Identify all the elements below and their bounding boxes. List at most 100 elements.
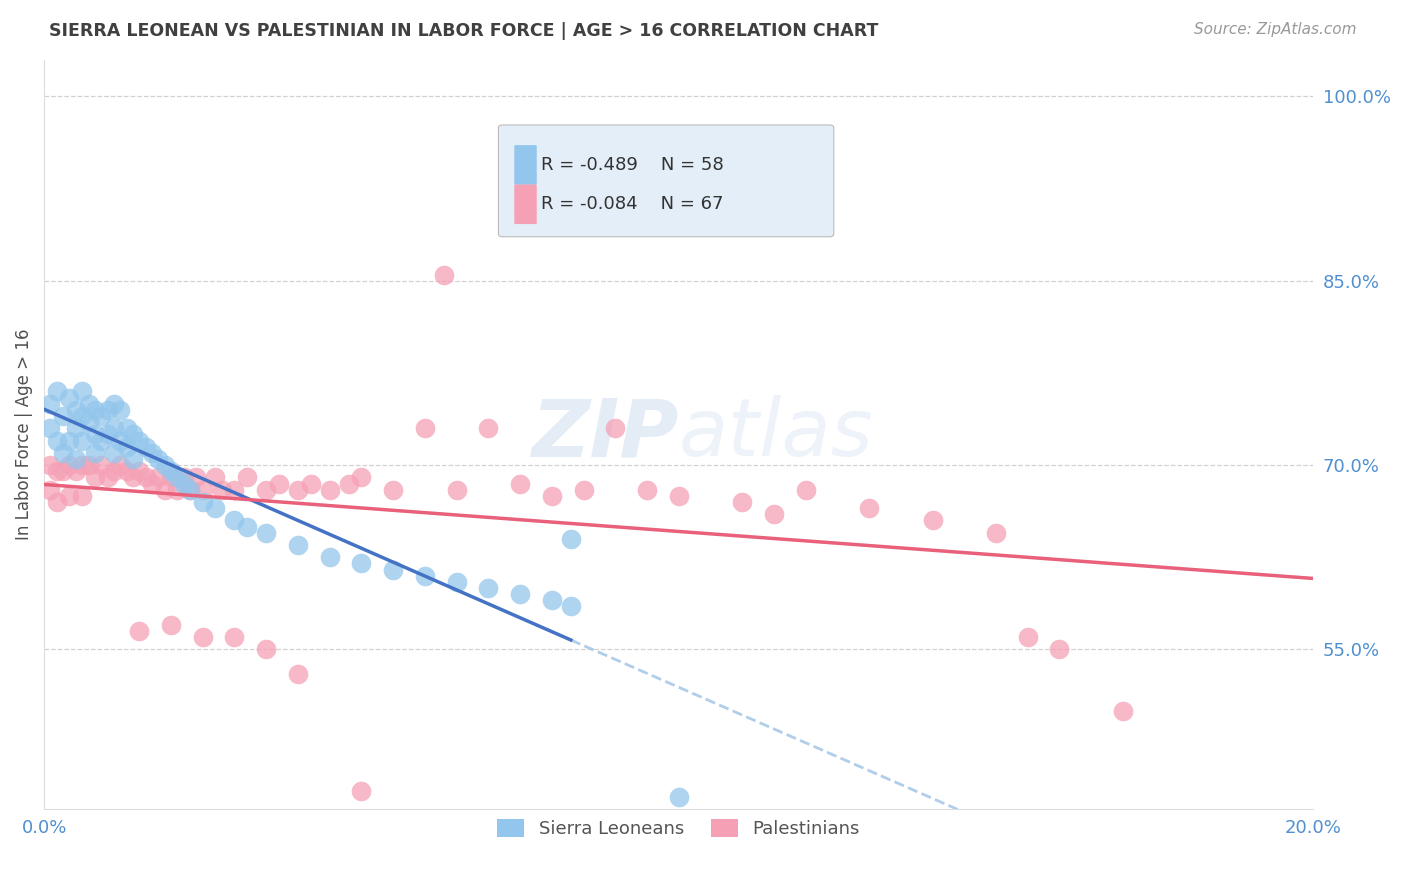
Point (350, 783, 373, 797)
Point (350, 470, 373, 484)
Point (115, 421, 138, 435)
Point (135, 440, 157, 454)
Point (668, 489, 690, 503)
Point (1017, 630, 1039, 644)
Point (70, 489, 93, 503)
Point (39, 397, 62, 411)
Point (83, 446, 105, 460)
Point (166, 483, 188, 497)
Point (65, 452, 87, 467)
Point (110, 458, 132, 472)
Point (45, 495, 67, 509)
Point (318, 483, 340, 497)
Point (477, 421, 499, 435)
Point (128, 464, 150, 478)
Point (794, 483, 817, 497)
Point (236, 470, 259, 484)
Point (540, 489, 562, 503)
Point (103, 397, 125, 411)
Point (224, 513, 246, 527)
Point (382, 562, 405, 576)
Point (287, 538, 309, 552)
Point (65, 421, 87, 435)
Point (39, 458, 62, 472)
Point (382, 483, 405, 497)
Point (39, 483, 62, 497)
Point (77, 397, 100, 411)
Point (191, 495, 214, 509)
Y-axis label: In Labor Force | Age > 16: In Labor Force | Age > 16 (15, 328, 32, 541)
Point (153, 483, 176, 497)
Point (540, 593, 562, 607)
Point (83, 402, 105, 417)
Point (173, 476, 195, 491)
Point (110, 402, 132, 417)
Point (128, 624, 150, 638)
Point (52, 446, 75, 460)
Point (179, 483, 201, 497)
Point (39, 421, 62, 435)
Point (858, 501, 880, 516)
Point (350, 557, 373, 571)
Point (668, 789, 690, 804)
Point (204, 470, 226, 484)
Point (236, 519, 259, 533)
Point (58, 391, 80, 405)
Point (191, 483, 214, 497)
Point (97, 427, 120, 442)
Point (45, 464, 67, 478)
Point (128, 434, 150, 448)
Point (115, 440, 138, 454)
Point (115, 464, 138, 478)
Point (211, 483, 233, 497)
Point (77, 415, 100, 429)
Point (148, 452, 170, 467)
Point (560, 599, 582, 614)
Point (97, 402, 120, 417)
Point (90, 434, 112, 448)
Point (135, 470, 157, 484)
Point (141, 446, 163, 460)
Text: ZIP: ZIP (531, 395, 679, 474)
Point (110, 434, 132, 448)
Point (413, 421, 436, 435)
Point (413, 568, 436, 582)
Legend: Sierra Leoneans, Palestinians: Sierra Leoneans, Palestinians (491, 812, 868, 845)
Point (77, 458, 100, 472)
Point (921, 513, 943, 527)
Point (254, 483, 277, 497)
Point (153, 458, 176, 472)
Point (141, 476, 163, 491)
Point (204, 501, 226, 516)
Point (90, 458, 112, 472)
Point (224, 483, 246, 497)
Point (731, 495, 754, 509)
Point (762, 507, 785, 521)
Point (636, 483, 658, 497)
Point (122, 452, 145, 467)
Point (179, 483, 201, 497)
Point (160, 617, 183, 632)
Point (299, 476, 322, 491)
Point (160, 464, 183, 478)
Point (337, 476, 360, 491)
Point (224, 630, 246, 644)
Point (477, 581, 499, 595)
Point (254, 642, 277, 657)
Point (446, 483, 468, 497)
Point (287, 667, 309, 681)
Point (191, 630, 214, 644)
Point (45, 434, 67, 448)
Point (254, 525, 277, 540)
Point (45, 384, 67, 399)
Point (984, 525, 1007, 540)
Point (287, 483, 309, 497)
Point (318, 550, 340, 565)
Text: R = -0.489    N = 58: R = -0.489 N = 58 (541, 156, 724, 174)
Point (160, 470, 183, 484)
Point (267, 476, 290, 491)
Text: R = -0.084    N = 67: R = -0.084 N = 67 (541, 195, 723, 213)
Point (560, 532, 582, 546)
Point (65, 464, 87, 478)
Point (166, 470, 188, 484)
